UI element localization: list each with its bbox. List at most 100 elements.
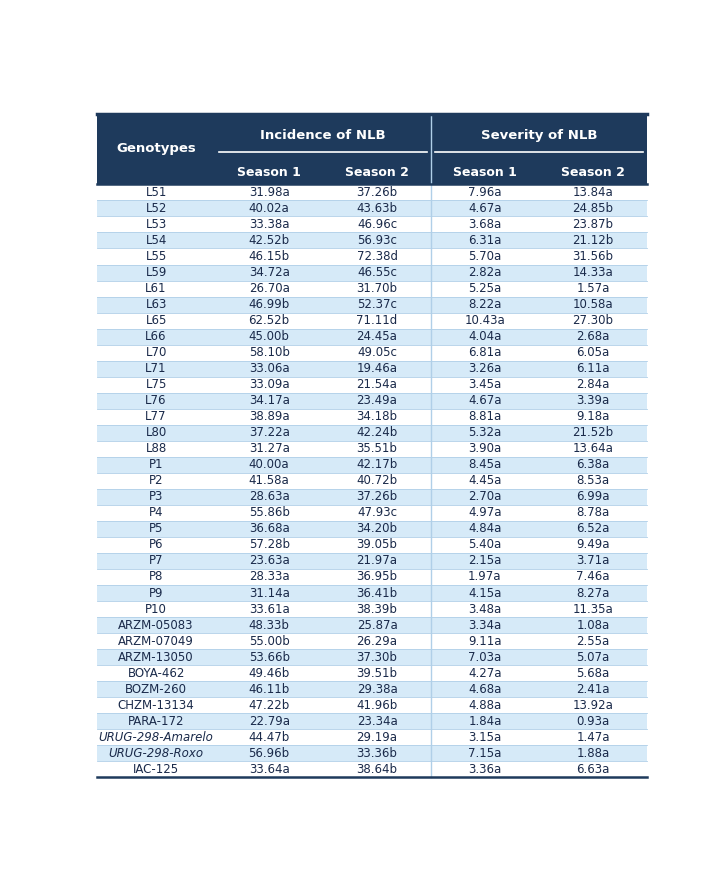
Text: 21.12b: 21.12b	[572, 234, 613, 247]
Text: ARZM-05083: ARZM-05083	[118, 618, 194, 632]
Text: 9.18a: 9.18a	[576, 410, 610, 423]
Text: 1.84a: 1.84a	[468, 714, 502, 728]
Text: 2.68a: 2.68a	[576, 330, 610, 343]
Bar	[97, 569, 647, 585]
Text: L71: L71	[145, 363, 167, 375]
Bar	[97, 729, 647, 745]
Bar	[97, 296, 647, 312]
Text: 55.86b: 55.86b	[249, 506, 290, 519]
Text: 41.58a: 41.58a	[249, 475, 290, 488]
Bar	[97, 617, 647, 633]
Text: URUG-298-Amarelo: URUG-298-Amarelo	[99, 730, 213, 744]
Text: 44.47b: 44.47b	[248, 730, 290, 744]
Text: 40.72b: 40.72b	[356, 475, 398, 488]
Text: 45.00b: 45.00b	[249, 330, 290, 343]
Text: 31.14a: 31.14a	[249, 587, 290, 600]
Text: P10: P10	[145, 602, 167, 616]
Text: 3.39a: 3.39a	[576, 394, 610, 407]
Text: 13.92a: 13.92a	[573, 699, 613, 712]
Text: 3.48a: 3.48a	[468, 602, 502, 616]
Bar	[97, 761, 647, 777]
Text: 4.04a: 4.04a	[468, 330, 502, 343]
Text: 31.27a: 31.27a	[249, 442, 290, 455]
Text: 5.40a: 5.40a	[468, 538, 502, 551]
Text: P2: P2	[149, 475, 163, 488]
Text: PARA-172: PARA-172	[128, 714, 184, 728]
Text: L55: L55	[145, 250, 167, 263]
Text: 23.49a: 23.49a	[356, 394, 397, 407]
Bar	[97, 681, 647, 697]
Text: Genotypes: Genotypes	[116, 143, 196, 155]
Text: 72.38d: 72.38d	[356, 250, 398, 263]
Bar	[97, 585, 647, 601]
Text: 33.09a: 33.09a	[249, 378, 290, 392]
Text: 14.33a: 14.33a	[573, 266, 613, 279]
Text: L80: L80	[145, 426, 167, 439]
Text: 49.46b: 49.46b	[248, 667, 290, 680]
Text: 1.47a: 1.47a	[576, 730, 610, 744]
Text: 34.18b: 34.18b	[356, 410, 398, 423]
Text: 2.55a: 2.55a	[576, 634, 610, 647]
Text: 8.53a: 8.53a	[576, 475, 610, 488]
Text: 35.51b: 35.51b	[356, 442, 397, 455]
Text: 8.81a: 8.81a	[468, 410, 502, 423]
Text: 22.79a: 22.79a	[249, 714, 290, 728]
Text: 46.96c: 46.96c	[357, 218, 397, 231]
Text: 46.99b: 46.99b	[248, 298, 290, 311]
Text: 1.97a: 1.97a	[468, 571, 502, 584]
Bar	[97, 489, 647, 505]
Text: 33.61a: 33.61a	[249, 602, 290, 616]
Text: 8.27a: 8.27a	[576, 587, 610, 600]
Text: 6.05a: 6.05a	[576, 346, 610, 359]
Text: 0.93a: 0.93a	[576, 714, 610, 728]
Text: 26.70a: 26.70a	[249, 282, 290, 295]
Text: 21.52b: 21.52b	[572, 426, 613, 439]
Text: 53.66b: 53.66b	[249, 651, 290, 663]
Text: 29.19a: 29.19a	[356, 730, 398, 744]
Text: 41.96b: 41.96b	[356, 699, 398, 712]
Bar	[97, 505, 647, 521]
Text: 40.00a: 40.00a	[249, 459, 290, 471]
Bar	[97, 537, 647, 553]
Text: Season 2: Season 2	[345, 167, 409, 179]
Text: Season 2: Season 2	[561, 167, 625, 179]
Text: 24.45a: 24.45a	[356, 330, 397, 343]
Text: 31.56b: 31.56b	[573, 250, 613, 263]
Text: L61: L61	[145, 282, 167, 295]
Text: 42.52b: 42.52b	[248, 234, 290, 247]
Text: 4.68a: 4.68a	[468, 683, 502, 696]
Text: 23.63a: 23.63a	[249, 555, 290, 567]
Bar	[97, 249, 647, 265]
Text: 5.07a: 5.07a	[576, 651, 610, 663]
Text: 71.11d: 71.11d	[356, 314, 398, 327]
Text: 39.05b: 39.05b	[356, 538, 397, 551]
Text: 33.38a: 33.38a	[249, 218, 290, 231]
Text: 27.30b: 27.30b	[573, 314, 613, 327]
Text: 6.38a: 6.38a	[576, 459, 610, 471]
Bar	[97, 441, 647, 457]
Bar	[97, 633, 647, 649]
Text: 58.10b: 58.10b	[249, 346, 290, 359]
Text: 43.63b: 43.63b	[356, 202, 398, 215]
Text: P7: P7	[149, 555, 163, 567]
Text: 6.81a: 6.81a	[468, 346, 502, 359]
Text: 6.52a: 6.52a	[576, 522, 610, 535]
Bar	[97, 473, 647, 489]
Text: 34.20b: 34.20b	[356, 522, 398, 535]
Text: 33.64a: 33.64a	[249, 763, 290, 776]
Text: 34.72a: 34.72a	[249, 266, 290, 279]
Text: P8: P8	[149, 571, 163, 584]
Text: L63: L63	[145, 298, 167, 311]
Text: L75: L75	[145, 378, 167, 392]
Bar	[97, 714, 647, 729]
Text: 38.39b: 38.39b	[356, 602, 397, 616]
Text: 1.08a: 1.08a	[576, 618, 610, 632]
Text: CHZM-13134: CHZM-13134	[118, 699, 195, 712]
Text: 9.11a: 9.11a	[468, 634, 502, 647]
Bar	[97, 114, 647, 184]
Bar	[97, 521, 647, 537]
Bar	[97, 345, 647, 361]
Text: 37.22a: 37.22a	[249, 426, 290, 439]
Text: 52.37c: 52.37c	[357, 298, 397, 311]
Text: 39.51b: 39.51b	[356, 667, 398, 680]
